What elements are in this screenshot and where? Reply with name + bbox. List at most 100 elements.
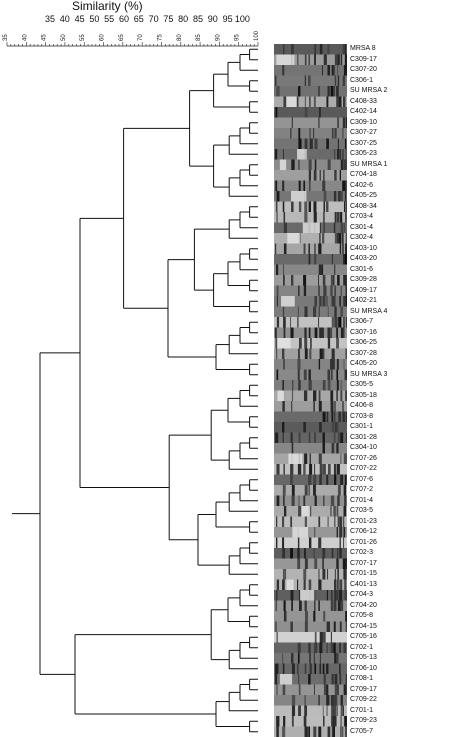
gel-band [345,411,347,423]
gel-band [327,569,329,581]
gel-band [326,590,328,602]
gel-band [333,600,337,612]
gel-band [291,663,295,675]
gel-band [275,621,277,633]
gel-band [303,569,307,581]
gel-band [314,138,318,150]
gel-band [319,222,321,234]
gel-band [334,75,337,87]
gel-band [344,485,346,497]
scale-label: 40 [22,34,28,41]
gel-band [304,516,307,528]
gel-lane [274,726,347,737]
gel-band [337,65,339,77]
gel-band [298,674,300,686]
gel-band [303,579,306,591]
gel-band [282,516,285,528]
gel-band [344,54,347,66]
gel-band [342,558,346,570]
gel-band [344,684,347,696]
isolate-label: C402-6 [350,181,373,189]
gel-band [297,663,299,675]
gel-lane [274,390,347,402]
gel-band [344,159,347,171]
gel-band [291,380,294,392]
gel-band [283,359,285,371]
isolate-label: C709-22 [350,696,377,704]
gel-band [282,537,285,549]
isolate-label-column: MRSA 8 C309-17 C307-20 C306-1 SU MRSA 2 C408-… [350,44,474,737]
isolate-label: C307-20 [350,66,377,74]
gel-band [298,180,301,192]
gel-band [334,579,337,591]
gel-band [314,44,317,56]
gel-band [343,453,347,465]
top-label: 40 [59,14,70,24]
gel-lane [274,212,347,224]
gel-band [304,453,308,465]
isolate-label: C301-4 [350,223,373,231]
gel-band [336,422,339,434]
gel-bright-band [286,96,297,108]
gel-lane [274,569,347,581]
gel-band [304,75,306,87]
gel-band [345,233,347,245]
gel-band [334,264,336,276]
gel-band [291,401,293,413]
gel-band [313,128,315,140]
gel-band [339,485,341,497]
gel-band [340,306,343,318]
gel-band [304,485,308,497]
gel-band [304,96,306,108]
gel-band [275,327,277,339]
gel-band [276,684,278,696]
gel-band [342,149,344,161]
gel-band [340,716,342,728]
gel-band [318,117,320,129]
isolate-label: C307-16 [350,328,377,336]
gel-band [319,464,323,476]
gel-band [333,296,336,308]
gel-band [340,222,343,234]
isolate-label: C708-1 [350,675,373,683]
gel-band [318,86,320,98]
gel-band [319,296,322,308]
gel-band [322,443,325,455]
gel-band [331,705,334,717]
gel-band [331,65,335,77]
gel-band [298,506,302,518]
gel-band [275,432,279,444]
gel-lane [274,600,347,612]
gel-band [276,317,280,329]
gel-bright-band [302,222,320,234]
gel-band [283,600,286,612]
gel-band [313,474,317,486]
gel-band [343,296,347,308]
gel-band [330,506,332,518]
gel-band [290,464,294,476]
gel-band [276,369,279,381]
gel-band [326,684,329,696]
gel-band [275,674,278,686]
gel-band [337,684,339,696]
gel-band [275,663,279,675]
gel-band [326,642,328,654]
gel-band [276,716,280,728]
gel-band [318,516,321,528]
gel-band [337,495,340,507]
gel-band [283,495,285,507]
gel-band [326,138,329,150]
gel-band [336,579,339,591]
gel-band [291,716,294,728]
gel-band [297,369,300,381]
gel-band [344,44,347,56]
gel-band [276,212,278,224]
gel-band [298,348,300,360]
gel-band [297,359,301,371]
scale-label: 80 [177,34,183,41]
gel-band [334,516,336,528]
gel-band [334,306,337,318]
gel-band [336,443,339,455]
gel-band [282,65,285,77]
gel-band [326,621,330,633]
